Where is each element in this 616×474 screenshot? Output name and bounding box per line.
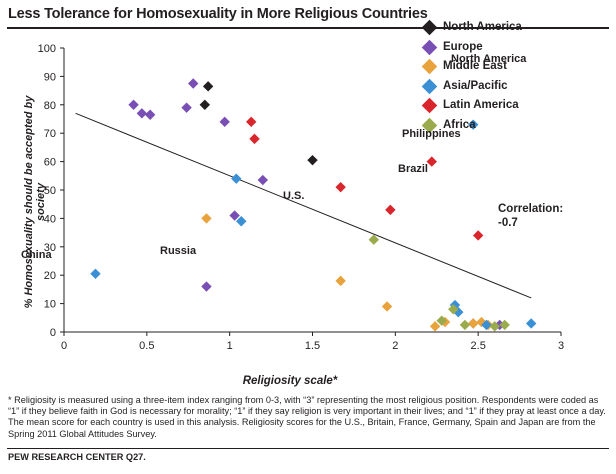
- y-tick-label: 0: [50, 327, 56, 339]
- point-label: U.S.: [283, 190, 305, 202]
- data-point: [368, 234, 379, 245]
- legend-item: Latin America: [421, 96, 522, 116]
- legend-item: North America: [421, 18, 522, 38]
- data-point: [136, 108, 148, 119]
- x-tick-label: 0: [61, 340, 67, 352]
- legend-label: Latin America: [443, 99, 519, 111]
- data-point: [459, 319, 471, 331]
- title-divider: [7, 27, 609, 29]
- y-tick-label: 90: [44, 71, 56, 83]
- y-tick-label: 10: [44, 299, 56, 311]
- legend-marker-icon: [421, 78, 438, 95]
- data-point: [246, 116, 257, 128]
- data-point: [188, 78, 199, 89]
- correlation-value: -0.7: [498, 217, 518, 229]
- footer-divider: [7, 448, 609, 449]
- y-tick-label: 50: [44, 185, 56, 197]
- legend-label: North America: [443, 21, 522, 33]
- legend-item: Europe: [421, 38, 522, 58]
- legend-label: Asia/Pacific: [443, 79, 508, 92]
- data-point: [448, 304, 459, 315]
- y-tick-label: 100: [38, 43, 56, 55]
- y-tick-label: 80: [44, 100, 56, 112]
- correlation-label: Correlation:: [498, 203, 564, 215]
- legend-marker-icon: [421, 39, 438, 56]
- data-point: [236, 216, 247, 227]
- point-label: Russia: [160, 245, 197, 257]
- legend-label: Africa: [443, 118, 476, 131]
- x-tick-label: 3: [558, 340, 564, 352]
- legend-marker-icon: [421, 19, 438, 36]
- x-tick-label: 0.5: [139, 340, 154, 352]
- data-point: [525, 318, 537, 329]
- data-point: [257, 174, 268, 186]
- legend: North America Europe Middle East Asia/Pacif…: [421, 18, 522, 136]
- data-point: [426, 156, 437, 167]
- x-tick-label: 2: [392, 340, 398, 352]
- data-point: [335, 181, 346, 193]
- data-point: [481, 319, 492, 331]
- y-tick-label: 20: [44, 270, 56, 282]
- data-point: [499, 319, 510, 331]
- page-title: Less Tolerance for Homosexuality in More…: [8, 6, 428, 22]
- legend-item: Middle East: [421, 57, 522, 77]
- y-axis-label: % Homosexuality should be accepted by so…: [23, 95, 47, 309]
- data-point: [202, 81, 214, 92]
- data-point: [436, 315, 447, 326]
- legend-marker-icon: [421, 97, 438, 114]
- data-point: [429, 321, 441, 332]
- point-label: Brazil: [398, 163, 428, 175]
- y-tick-label: 70: [44, 128, 56, 140]
- y-tick-label: 30: [44, 242, 56, 254]
- data-point: [249, 133, 260, 145]
- data-point: [467, 119, 479, 130]
- chart-area: % Homosexuality should be accepted by so…: [0, 30, 616, 387]
- data-point: [489, 321, 500, 332]
- data-point: [90, 268, 101, 279]
- y-tick-label: 40: [44, 213, 56, 225]
- data-point: [231, 173, 242, 184]
- point-label: China: [21, 249, 52, 261]
- legend-label: Europe: [443, 40, 483, 53]
- data-point: [219, 116, 230, 128]
- x-tick-label: 1.5: [305, 340, 320, 352]
- legend-marker-icon: [421, 58, 438, 75]
- correlation-callout: Correlation: -0.7: [498, 202, 563, 230]
- data-point: [385, 204, 396, 216]
- x-axis-label: Religiosity scale*: [242, 375, 338, 387]
- data-point: [144, 109, 156, 120]
- x-tick-label: 1: [227, 340, 233, 352]
- data-point: [472, 230, 484, 241]
- data-point: [381, 301, 393, 312]
- data-point: [201, 281, 212, 292]
- data-point: [181, 102, 192, 113]
- legend-label: Middle East: [443, 60, 507, 72]
- legend-item: Africa: [421, 116, 522, 136]
- source-line: PEW RESEARCH CENTER Q27.: [8, 452, 146, 462]
- data-point: [467, 318, 479, 329]
- data-point: [201, 213, 212, 224]
- data-point: [335, 275, 346, 287]
- legend-item: Asia/Pacific: [421, 77, 522, 97]
- data-point: [128, 99, 139, 110]
- scatter-plot: 0 10 20 30 40 50 60 70 80 90 100 0 0.5 1 1.5 2 2.5 3: [38, 43, 564, 352]
- data-point: [199, 99, 211, 110]
- data-point: [229, 210, 240, 221]
- point-label: Philippines: [402, 128, 461, 140]
- y-tick-label: 60: [44, 157, 56, 169]
- data-point: [307, 154, 318, 166]
- x-tick-label: 2.5: [471, 340, 486, 352]
- point-label: North America: [451, 53, 527, 65]
- trendline: [75, 112, 532, 299]
- footnote: * Religiosity is measured using a three-…: [8, 395, 606, 439]
